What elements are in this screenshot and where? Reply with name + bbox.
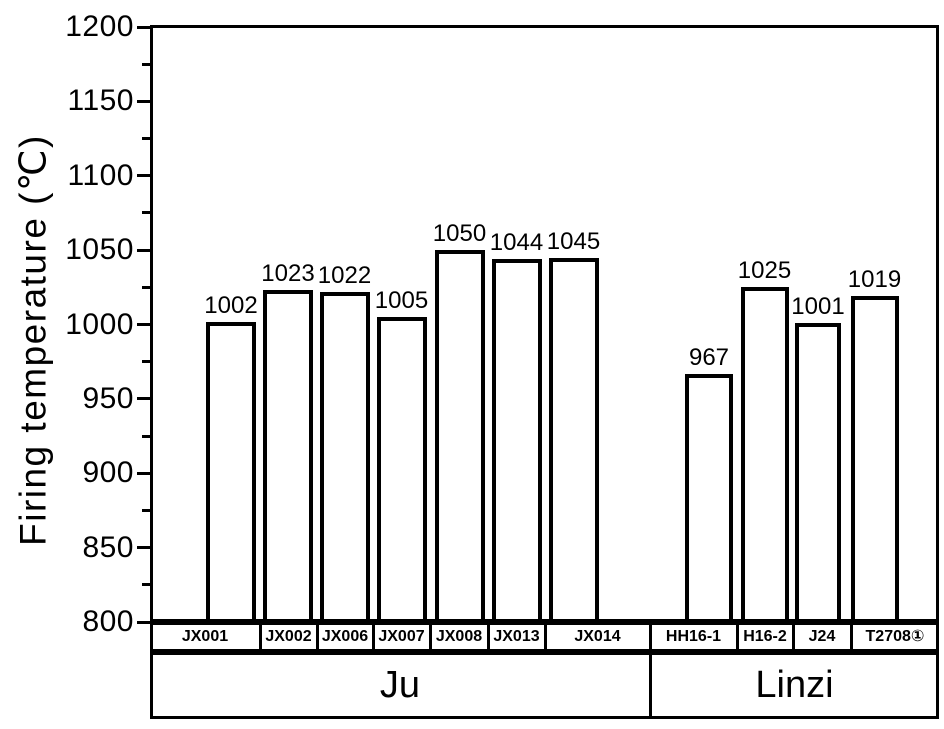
- category-label: JX014: [574, 628, 621, 645]
- bar: [795, 323, 841, 625]
- bar-value-label: 1044: [489, 229, 544, 257]
- y-major-tick: [137, 248, 150, 252]
- bar-value-label: 967: [688, 343, 730, 371]
- y-tick-label: 1000: [65, 307, 134, 341]
- plot-frame: [150, 25, 939, 622]
- y-minor-tick: [142, 583, 150, 587]
- group-label: Ju: [379, 664, 421, 706]
- y-tick-label: 950: [82, 381, 134, 415]
- category-label: JX008: [435, 628, 483, 645]
- bar-value-label: 1019: [847, 266, 902, 294]
- bar: [685, 373, 733, 625]
- bar-value-label: 1022: [317, 261, 372, 289]
- category-cell-divider: [543, 622, 547, 652]
- category-cell-divider: [648, 622, 652, 652]
- bar: [740, 287, 789, 625]
- category-cell-divider: [791, 622, 795, 652]
- category-cell-divider: [428, 622, 432, 652]
- y-minor-tick: [142, 508, 150, 512]
- y-major-tick: [137, 397, 150, 401]
- y-major-tick: [137, 471, 150, 475]
- bar: [850, 296, 899, 625]
- y-major-tick: [137, 323, 150, 326]
- bar-value-label: 1001: [791, 293, 845, 320]
- category-label: JX007: [378, 628, 425, 645]
- y-minor-tick: [142, 434, 150, 438]
- group-row: [150, 652, 939, 719]
- bar: [548, 257, 599, 625]
- y-major-tick: [137, 620, 150, 624]
- bar: [319, 291, 370, 625]
- bar-value-label: 1005: [374, 287, 429, 315]
- y-tick-label: 1200: [65, 10, 134, 43]
- bar-value-label: 1050: [432, 220, 487, 248]
- y-tick-label: 1100: [67, 158, 134, 192]
- bar-value-label: 1002: [204, 291, 258, 319]
- y-minor-tick: [142, 360, 150, 364]
- category-cell-divider: [486, 622, 490, 652]
- category-cell-divider: [371, 622, 375, 652]
- y-tick-label: 800: [82, 605, 134, 638]
- category-cell-divider: [735, 622, 739, 652]
- y-major-tick: [137, 174, 150, 178]
- bar: [206, 321, 256, 625]
- bar: [434, 250, 485, 625]
- category-label: H16-2: [743, 628, 787, 645]
- category-label: JX013: [493, 628, 540, 645]
- category-label: JX002: [265, 628, 312, 645]
- category-label: JX006: [321, 628, 369, 645]
- category-label: JX001: [181, 628, 229, 645]
- category-cell-divider: [849, 622, 853, 652]
- bar-value-label: 1045: [546, 227, 601, 255]
- bar-value-label: 1023: [261, 260, 315, 288]
- y-major-tick: [137, 99, 150, 103]
- y-tick-label: 1150: [67, 84, 134, 118]
- y-tick-label: 1050: [65, 233, 134, 267]
- bar: [376, 317, 427, 625]
- y-minor-tick: [142, 211, 150, 215]
- group-cell-divider: [648, 652, 652, 719]
- category-cell-divider: [258, 622, 262, 652]
- category-label: T2708①: [865, 628, 925, 645]
- y-major-tick: [137, 25, 150, 29]
- category-label: HH16-1: [665, 628, 722, 645]
- y-minor-tick: [142, 285, 150, 289]
- bar-value-label: 1025: [737, 257, 792, 285]
- category-cell-divider: [315, 622, 319, 652]
- y-tick-label: 900: [82, 456, 134, 490]
- category-label: J24: [808, 628, 836, 645]
- bar: [491, 259, 542, 625]
- y-minor-tick: [142, 137, 150, 141]
- y-minor-tick: [142, 62, 150, 66]
- y-major-tick: [137, 546, 150, 550]
- group-label: Linzi: [755, 664, 834, 706]
- y-tick-label: 850: [82, 530, 134, 564]
